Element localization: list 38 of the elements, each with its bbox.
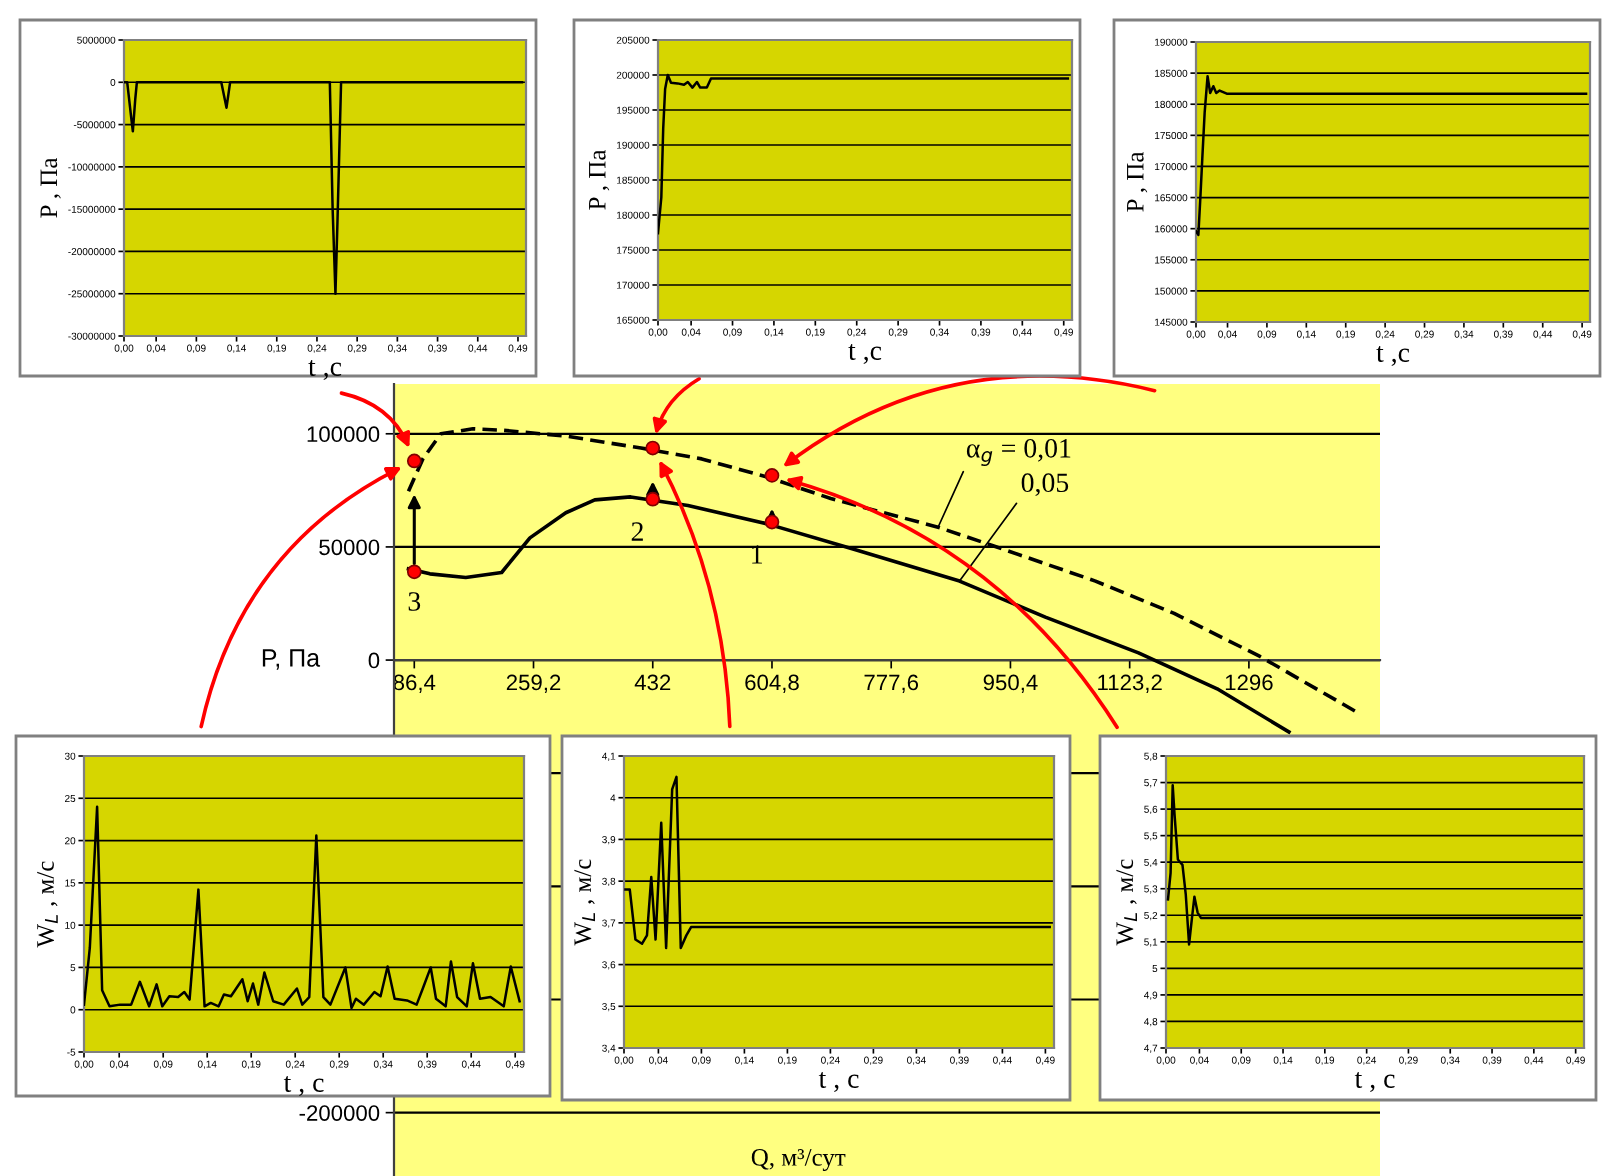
x-tick-label: 259,2 (506, 674, 561, 693)
x-tick-label: 777,6 (864, 674, 919, 693)
point (764, 468, 780, 483)
x-axis-title: t ,с (848, 344, 882, 364)
x-tick-label: 1296 (1225, 674, 1273, 691)
x-tick-label: 432 (634, 674, 671, 691)
point (406, 453, 422, 469)
x-axis-title: Q, м³/сут (751, 1149, 846, 1171)
line-series (658, 73, 1070, 235)
x-axis-title: t , с (283, 1076, 324, 1096)
y-axis-title: W$_{L}$ , м/с (574, 859, 595, 946)
x-tick-label: 1123,2 (1098, 674, 1162, 693)
x-axis-title: t ,с (308, 360, 342, 380)
annotation: 3 (408, 592, 421, 611)
y-axis-title: W$_{L}$ , м/с (1116, 859, 1137, 946)
point (406, 564, 422, 580)
line-series (84, 805, 521, 1010)
y-axis-title: W$_{L}$ , м/с (37, 861, 58, 948)
x-tick-label: 604,8 (745, 674, 799, 693)
y-axis-title: P , Па (40, 157, 61, 218)
y-tick-label: 100000 (307, 426, 380, 443)
y-tick-label: 50000 (319, 539, 380, 556)
point (645, 440, 661, 456)
x-axis-title: t , с (1354, 1072, 1395, 1092)
x-tick-label: 950,4 (983, 674, 1038, 693)
y-tick-label: -200000 (299, 1105, 380, 1121)
annotation: α$_{g}$ = 0,01 (966, 438, 1071, 466)
y-tick-label: 0 (368, 652, 380, 669)
line-series (624, 775, 1051, 950)
y-axis-title: P , Па (1127, 151, 1148, 212)
y-axis-title: P, Па (262, 649, 321, 670)
x-tick-label: 86,4 (393, 674, 436, 693)
y-axis-title: P , Па (589, 149, 610, 210)
x-axis-title: t , с (818, 1072, 859, 1092)
annotation: 0,05 (1021, 473, 1069, 497)
annotation: 2 (631, 522, 643, 541)
point (645, 491, 661, 507)
x-axis-title: t ,с (1376, 346, 1410, 366)
